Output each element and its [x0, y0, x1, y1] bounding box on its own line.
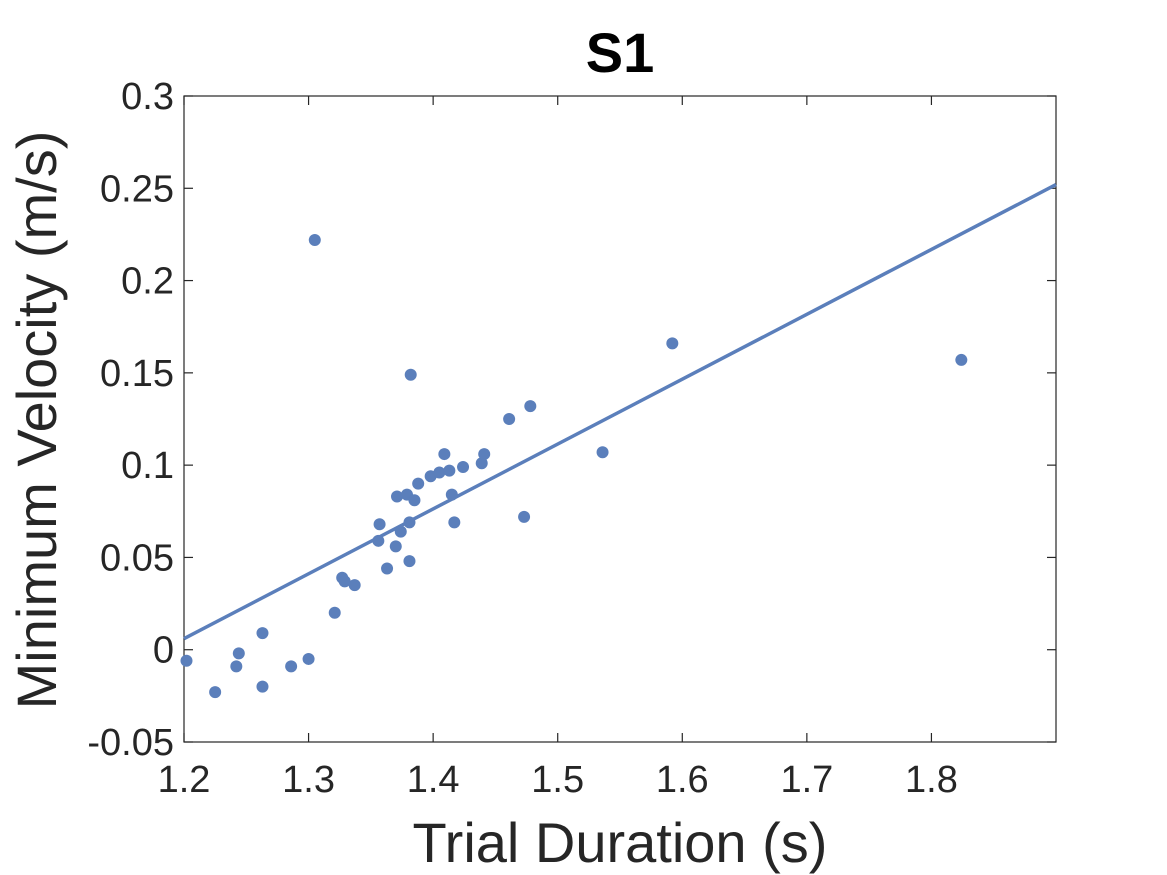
data-point	[308, 233, 321, 246]
y-tick-label: 0	[153, 630, 174, 672]
data-point	[372, 534, 385, 547]
data-point	[302, 652, 315, 665]
data-point	[412, 477, 425, 490]
fit-line	[183, 183, 1057, 641]
data-point	[348, 579, 361, 592]
x-tick-label: 1.2	[158, 759, 211, 801]
data-point	[256, 627, 269, 640]
x-tick-label: 1.5	[531, 759, 584, 801]
data-point	[391, 490, 404, 503]
y-axis-title: Minimum Velocity (m/s)	[5, 131, 68, 710]
y-tick-label: 0.3	[121, 76, 174, 118]
data-point	[403, 555, 416, 568]
data-point	[403, 516, 416, 529]
y-tick-label: 0.25	[100, 168, 174, 210]
x-tick-label: 1.3	[282, 759, 335, 801]
x-tick-label: 1.8	[905, 759, 958, 801]
x-axis-title: Trial Duration (s)	[413, 811, 828, 874]
data-point	[478, 448, 491, 461]
data-point	[256, 680, 269, 693]
y-tick-label: 0.2	[121, 261, 174, 303]
x-tick-label: 1.6	[656, 759, 709, 801]
data-point	[328, 606, 341, 619]
data-point	[524, 400, 537, 413]
data-point	[443, 464, 456, 477]
data-point	[503, 413, 516, 425]
data-point	[596, 446, 609, 459]
y-tick-label: 0.1	[121, 445, 174, 487]
data-point	[373, 518, 386, 531]
data-point	[381, 562, 394, 575]
data-point	[518, 510, 531, 523]
x-tick-label: 1.4	[407, 759, 460, 801]
data-point	[209, 686, 222, 699]
data-point	[408, 494, 421, 507]
chart-title: S1	[586, 21, 655, 84]
data-point	[394, 525, 407, 538]
data-point	[457, 460, 470, 473]
data-point	[433, 466, 446, 479]
plot-frame	[183, 95, 1057, 743]
data-point	[232, 647, 245, 660]
data-point	[666, 337, 679, 350]
data-point	[389, 540, 402, 553]
plot-area: 1.2 1.3 1.4 1.5 1.6 1.7 1.8 -0.05 0 0.05 0.1 0.15 0.…	[87, 76, 1057, 801]
x-tick-label: 1.7	[780, 759, 833, 801]
data-point	[448, 516, 461, 529]
data-point	[285, 660, 298, 673]
y-tick-label: 0.15	[100, 353, 174, 395]
data-point	[180, 654, 193, 667]
data-point	[475, 457, 488, 470]
data-point	[445, 488, 458, 501]
data-point	[230, 660, 243, 673]
y-tick-label: 0.05	[100, 537, 174, 579]
data-point	[438, 448, 451, 461]
data-point	[955, 353, 968, 366]
data-point	[404, 368, 417, 381]
data-point	[338, 575, 351, 588]
y-tick-label: -0.05	[87, 722, 174, 764]
